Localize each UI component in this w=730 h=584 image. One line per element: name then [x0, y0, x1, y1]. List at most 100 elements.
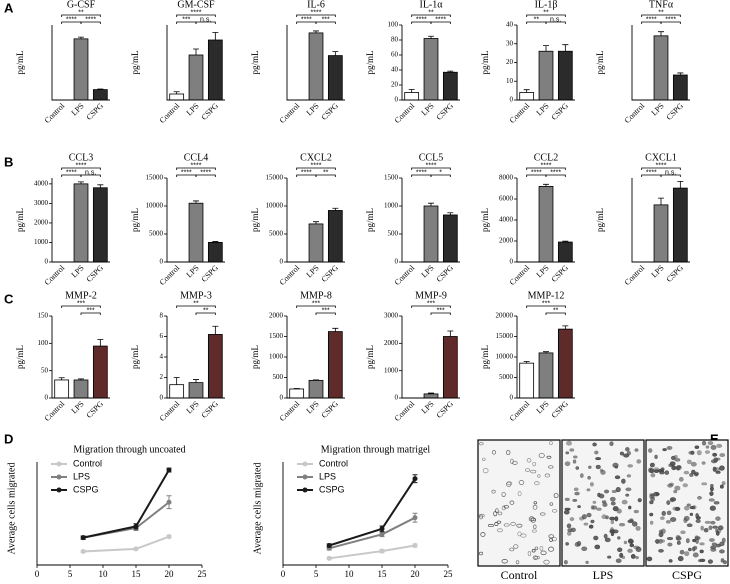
- x-tick-label: LPS: [535, 263, 551, 279]
- cell: [596, 507, 602, 511]
- chart-title: IL-1α: [419, 0, 443, 10]
- y-tick-label: 0: [45, 258, 49, 266]
- significance-label: **: [323, 169, 329, 176]
- significance-label: ****: [311, 9, 322, 16]
- bar: [442, 214, 458, 263]
- cell: [690, 450, 695, 455]
- cell: [670, 517, 677, 522]
- x-tick-label: Control: [508, 263, 532, 287]
- cell: [610, 501, 616, 506]
- cell: [588, 465, 592, 469]
- y-tick-label: 20: [506, 58, 514, 66]
- significance-label: ***: [312, 300, 320, 307]
- cell: [705, 445, 710, 449]
- cell: [611, 490, 617, 494]
- cell: [506, 481, 512, 487]
- cell: [518, 480, 525, 485]
- error-bar: [658, 31, 664, 36]
- y-tick-label: 5000: [499, 373, 514, 381]
- cell: [630, 553, 636, 559]
- error-bar: [97, 88, 104, 90]
- axes: [36, 462, 202, 566]
- cell: [689, 512, 694, 516]
- error-bar: [523, 361, 530, 364]
- cell: [717, 525, 724, 531]
- marker: [326, 555, 332, 561]
- cell: [533, 524, 537, 530]
- cell: [672, 506, 679, 511]
- significance-label: n.s.: [85, 169, 96, 176]
- cell: [627, 519, 634, 524]
- cell: [715, 516, 721, 521]
- y-tick-label: 50: [41, 366, 49, 374]
- axes: [516, 178, 575, 263]
- cell: [570, 527, 576, 533]
- cell: [658, 538, 663, 544]
- y-axis-label: pg/mL: [250, 51, 260, 75]
- cell: [637, 498, 642, 503]
- cell: [539, 545, 544, 551]
- significance-label: ****: [531, 169, 542, 176]
- significance-label: **: [553, 307, 559, 314]
- cell: [685, 538, 690, 544]
- cell: [602, 502, 608, 507]
- cell: [612, 506, 619, 512]
- cell: [718, 465, 725, 471]
- significance-bracket: [176, 167, 216, 170]
- marker: [166, 534, 172, 540]
- x-tick-label: LPS: [305, 101, 321, 117]
- axes: [516, 25, 575, 101]
- cell: [621, 478, 626, 484]
- y-axis-label: pg/mL: [130, 345, 140, 369]
- significance-bracket: [80, 174, 101, 177]
- x-tick-label: 20: [411, 569, 421, 579]
- x-tick-label: Control: [278, 263, 302, 287]
- bar: [73, 379, 89, 399]
- cell: [614, 465, 619, 469]
- y-tick-label: 0: [395, 96, 399, 104]
- cell: [699, 549, 704, 554]
- cell: [696, 450, 702, 456]
- axes: [51, 316, 110, 399]
- x-tick-label: LPS: [535, 101, 551, 117]
- cell: [564, 507, 571, 511]
- y-tick-label: 6000: [499, 195, 514, 203]
- error-bar: [78, 36, 84, 39]
- bar: [519, 92, 535, 101]
- y-tick-label: 2000: [269, 312, 284, 320]
- cell: [649, 462, 655, 468]
- x-tick-label: Control: [278, 101, 302, 125]
- cell: [610, 527, 614, 533]
- cell: [526, 458, 532, 463]
- cell: [627, 548, 633, 553]
- significance-bracket: [545, 174, 566, 177]
- series-line: [83, 535, 170, 553]
- cell: [532, 461, 537, 467]
- error-bar: [193, 48, 199, 55]
- y-tick-label: 0: [160, 394, 164, 402]
- cell: [585, 560, 589, 564]
- cell: [579, 473, 584, 479]
- y-tick-label: 500: [388, 230, 399, 238]
- y-axis-label: pg/mL: [130, 208, 140, 232]
- chart-title: TNFα: [649, 0, 674, 10]
- cell: [619, 552, 624, 558]
- micrograph-label: CSPG: [672, 568, 702, 582]
- cell: [625, 493, 630, 497]
- x-tick-label: CSPG: [435, 263, 456, 284]
- cell: [720, 558, 725, 563]
- cell: [675, 536, 682, 541]
- x-tick-label: CSPG: [85, 101, 106, 122]
- error-bar: [543, 45, 549, 52]
- cell: [686, 503, 691, 507]
- error-bar: [677, 180, 684, 189]
- y-tick-label: 1000: [384, 202, 399, 210]
- x-tick-label: LPS: [650, 263, 666, 279]
- cell: [719, 453, 726, 457]
- x-tick-label: 10: [345, 569, 355, 579]
- bar: [557, 328, 573, 399]
- bar: [327, 55, 343, 101]
- cell: [548, 465, 554, 469]
- marker: [80, 548, 86, 554]
